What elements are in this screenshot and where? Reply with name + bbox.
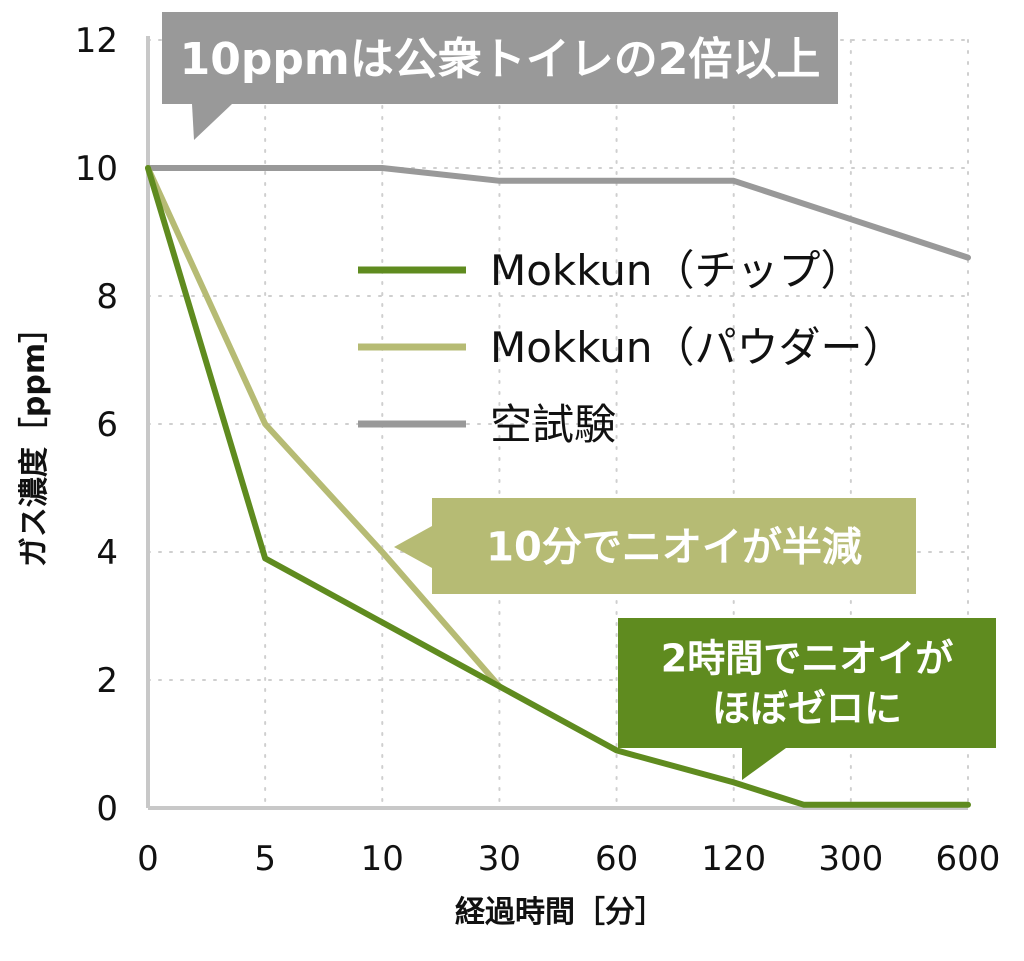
y-tick-label-2: 2 [96, 661, 118, 701]
callout-text-chip-0: 2時間でニオイが [661, 637, 953, 681]
legend: Mokkun（チップ） Mokkun（パウダー） 空試験 [358, 246, 905, 449]
x-tick-label-600: 600 [936, 839, 1001, 879]
x-axis-title: 経過時間［分］ [455, 895, 665, 930]
y-tick-label-12: 12 [75, 21, 118, 61]
y-tick-labels: 0 2 4 6 8 10 12 [75, 21, 118, 829]
callout-box-blank [162, 12, 838, 104]
x-tick-label-60: 60 [595, 839, 638, 879]
series-line-1 [145, 165, 503, 690]
callout-pointer-powder [394, 526, 432, 568]
x-tick-labels: 0 5 10 30 60 120 300 600 [137, 839, 1000, 879]
series-layer [145, 165, 971, 808]
callout-text-blank-0: 10ppmは公衆トイレの2倍以上 [180, 34, 821, 85]
plot-frame [146, 36, 968, 810]
x-tick-label-0: 0 [137, 839, 159, 879]
callout-pointer-blank [192, 104, 232, 140]
x-tick-label-120: 120 [701, 839, 766, 879]
x-tick-label-300: 300 [818, 839, 883, 879]
callout-box-chip [618, 618, 996, 748]
x-tick-label-10: 10 [361, 839, 404, 879]
callout-box-powder [432, 498, 916, 594]
callout-text-powder-0: 10分でニオイが半減 [486, 524, 862, 570]
y-tick-label-4: 4 [96, 533, 118, 573]
x-tick-label-5: 5 [254, 839, 276, 879]
y-tick-label-10: 10 [75, 149, 118, 189]
legend-label-2: 空試験 [490, 400, 616, 449]
y-tick-label-6: 6 [96, 405, 118, 445]
legend-label-1: Mokkun（パウダー） [490, 323, 905, 372]
y-tick-label-0: 0 [96, 789, 118, 829]
y-tick-label-8: 8 [96, 277, 118, 317]
x-tick-label-30: 30 [478, 839, 521, 879]
series-line-2 [145, 165, 971, 261]
series-line-0 [145, 165, 971, 808]
legend-label-0: Mokkun（チップ） [490, 246, 863, 295]
y-axis-title: ガス濃度［ppm］ [17, 313, 52, 567]
callout-text-chip-1: ほぼゼロに [712, 687, 902, 731]
callout-pointer-chip [742, 748, 786, 780]
